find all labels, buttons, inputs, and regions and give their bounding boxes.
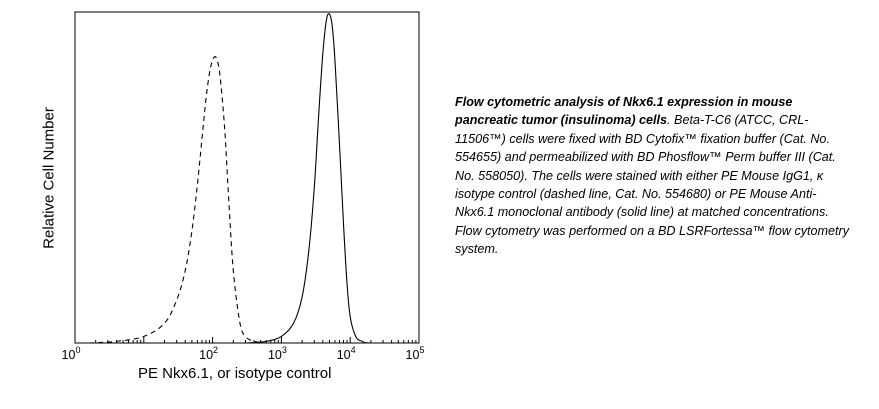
x-tick-label: 102 [199,345,218,362]
plot-axes [74,11,420,344]
caption-body: . Beta-T-C6 (ATCC, CRL-11506™) cells wer… [455,113,850,257]
nkx6-1-curve [75,13,419,344]
x-axis-tick-labels: 100 102 103 104 105 [62,345,425,362]
isotype-control-curve [89,56,419,344]
y-axis-label-text: Relative Cell Number [40,107,58,249]
x-tick-label: 100 [62,345,81,362]
figure-caption: Flow cytometric analysis of Nkx6.1 expre… [455,93,855,259]
x-tick-label: 104 [337,345,356,362]
plot-frame [74,11,420,344]
x-axis-label: PE Nkx6.1, or isotype control [138,365,332,382]
histogram-series [75,13,419,344]
x-tick-label: 103 [268,345,287,362]
x-tick-label: 105 [406,345,425,362]
caption-title: Flow cytometric analysis of Nkx6.1 expre… [455,95,793,128]
